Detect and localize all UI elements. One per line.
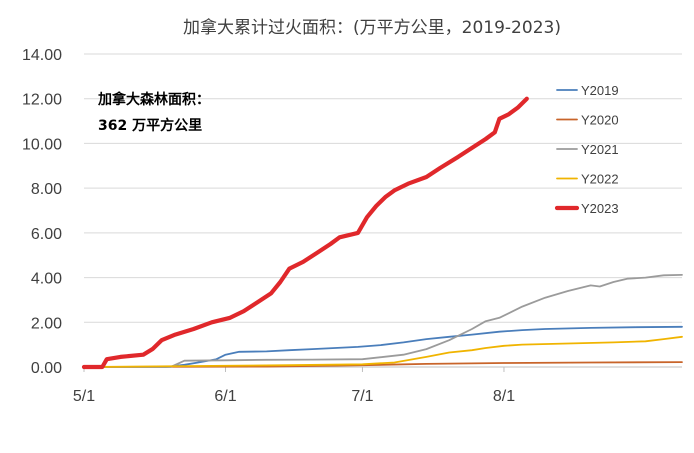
x-tick-label: 6/1 [214, 388, 236, 405]
legend-label-y2022: Y2022 [581, 172, 619, 187]
y-tick-label: 12.00 [22, 92, 62, 109]
annotation-line-2: 362 万平方公里 [98, 117, 202, 134]
x-tick-label: 5/1 [73, 388, 95, 405]
x-tick-label: 8/1 [493, 388, 515, 405]
y-axis-ticks: 0.00 2.00 4.00 6.00 8.00 10.00 12.00 14.00 [22, 47, 62, 377]
y-tick-label: 0.00 [31, 360, 62, 377]
y-tick-label: 4.00 [31, 271, 62, 288]
series-line-y2021 [83, 274, 683, 368]
legend-label-y2019: Y2019 [581, 83, 619, 98]
legend: Y2019 Y2020 Y2021 Y2022 Y2023 [554, 83, 619, 216]
legend-label-y2020: Y2020 [581, 113, 619, 128]
series-line-y2022 [83, 335, 683, 368]
grid-layer [84, 53, 682, 368]
series-line-y2020 [83, 361, 683, 368]
y-tick-label: 2.00 [31, 315, 62, 332]
y-tick-label: 10.00 [22, 136, 62, 153]
legend-label-y2021: Y2021 [581, 142, 619, 157]
x-axis-ticks: 5/1 6/1 7/1 8/1 [73, 367, 515, 405]
chart-title: 加拿大累计过火面积：(万平方公里，2019-2023) [183, 17, 561, 38]
legend-label-y2023: Y2023 [581, 201, 619, 216]
x-tick-label: 7/1 [351, 388, 373, 405]
series-line-y2023 [81, 96, 529, 370]
y-tick-label: 14.00 [22, 47, 62, 64]
series-layer [81, 96, 683, 370]
y-tick-label: 8.00 [31, 181, 62, 198]
y-tick-label: 6.00 [31, 226, 62, 243]
annotation-line-1: 加拿大森林面积： [97, 91, 210, 108]
